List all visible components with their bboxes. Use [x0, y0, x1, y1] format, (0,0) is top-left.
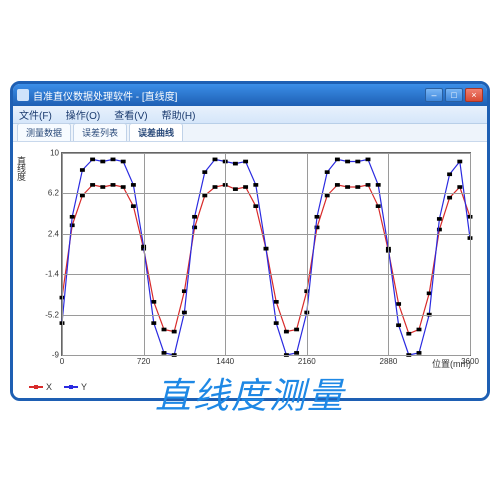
legend-swatch-icon: [29, 386, 43, 388]
menu-help[interactable]: 帮助(H): [162, 107, 196, 122]
menu-file[interactable]: 文件(F): [19, 107, 52, 122]
caption-text: 直线度测量: [155, 367, 345, 419]
titlebar[interactable]: 自准直仪数据处理软件 - [直线度] – □ ×: [13, 84, 487, 106]
close-button[interactable]: ×: [465, 88, 483, 102]
legend-swatch-icon: [64, 386, 78, 388]
x-axis-label: 位置(mm): [432, 357, 471, 370]
legend-item-y: Y: [64, 382, 87, 392]
app-window: 自准直仪数据处理软件 - [直线度] – □ × 文件(F) 操作(O) 查看(…: [10, 81, 490, 401]
chart-area: 直线度 -9-5.2-1.42.46.210072014402160288036…: [13, 142, 487, 398]
plot-region: -9-5.2-1.42.46.21007201440216028803600: [61, 152, 471, 356]
minimize-button[interactable]: –: [425, 88, 443, 102]
y-axis-label: 直线度: [15, 156, 28, 180]
tab-data[interactable]: 测量数据: [17, 123, 71, 141]
menu-operate[interactable]: 操作(O): [66, 107, 100, 122]
window-controls: – □ ×: [425, 88, 483, 102]
menubar: 文件(F) 操作(O) 查看(V) 帮助(H): [13, 106, 487, 124]
window-title: 自准直仪数据处理软件 - [直线度]: [33, 88, 421, 103]
app-icon: [17, 89, 29, 101]
legend: X Y: [29, 382, 87, 392]
legend-label: Y: [81, 382, 87, 392]
tab-errorcurve[interactable]: 误差曲线: [129, 123, 183, 141]
chart-svg: [62, 153, 470, 355]
legend-item-x: X: [29, 382, 52, 392]
tabbar: 测量数据 误差列表 误差曲线: [13, 124, 487, 142]
tab-errorlist[interactable]: 误差列表: [73, 123, 127, 141]
menu-view[interactable]: 查看(V): [114, 107, 147, 122]
maximize-button[interactable]: □: [445, 88, 463, 102]
legend-label: X: [46, 382, 52, 392]
